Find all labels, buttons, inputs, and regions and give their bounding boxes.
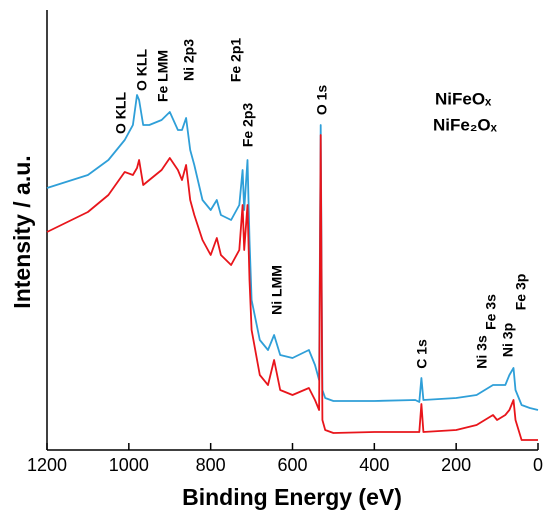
x-tick-label: 1200	[27, 455, 67, 475]
peak-label: O 1s	[314, 85, 330, 116]
y-axis-title: Intensity / a.u.	[9, 155, 35, 308]
peak-label: Fe 2p1	[228, 38, 244, 83]
peak-label: Ni 3p	[500, 323, 516, 357]
peak-label: Fe LMM	[155, 50, 171, 102]
x-tick-label: 1000	[109, 455, 149, 475]
peak-label: O KLL	[134, 49, 150, 91]
x-tick-label: 400	[359, 455, 389, 475]
series-line	[46, 94, 539, 411]
legend-entry: NiFe₂Oₓ	[433, 115, 498, 134]
x-axis-title: Binding Energy (eV)	[182, 484, 402, 510]
x-tick-label: 800	[196, 455, 226, 475]
peak-label: Fe 3s	[483, 294, 499, 330]
peak-label: Fe 2p3	[240, 103, 256, 148]
peak-label: Ni 3s	[474, 335, 490, 369]
peak-label: Fe 3p	[513, 274, 529, 311]
x-tick-label: 600	[277, 455, 307, 475]
x-tick-label: 200	[441, 455, 471, 475]
series-line	[46, 134, 538, 441]
peak-label: O KLL	[113, 92, 129, 134]
peak-label: Ni 2p3	[181, 39, 197, 81]
x-tick-label: 0	[533, 455, 543, 475]
legend-entry: NiFeOₓ	[435, 89, 492, 108]
peak-label: Ni LMM	[269, 265, 285, 315]
peak-label: C 1s	[414, 339, 430, 369]
